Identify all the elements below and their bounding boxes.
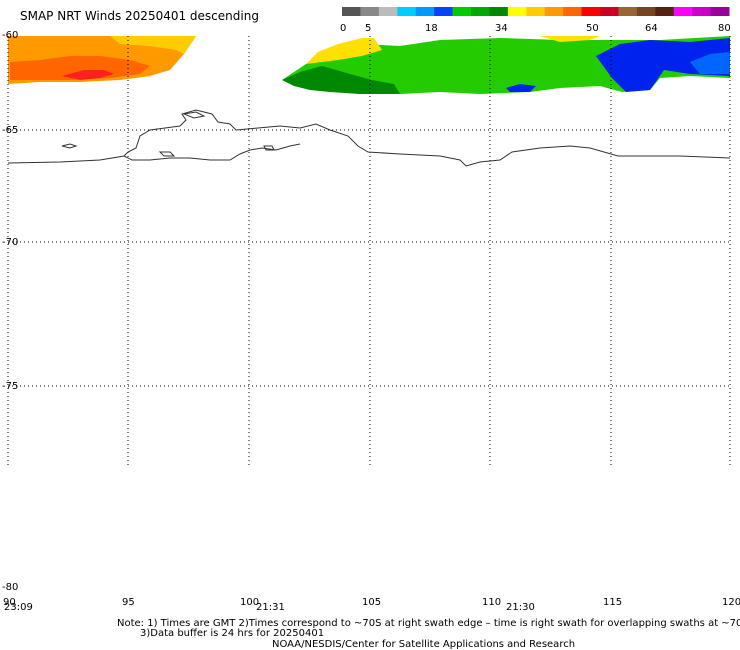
lon-label-95: 95 <box>122 597 135 608</box>
credit-line: NOAA/NESDIS/Center for Satellite Applica… <box>272 639 575 650</box>
colorbar-segment <box>618 7 638 16</box>
lat-label-75: -75 <box>2 381 18 392</box>
swath-left-lightorange <box>110 36 196 54</box>
colorbar-segment <box>655 7 675 16</box>
colorbar-label-64: 64 <box>645 23 658 34</box>
swath-time-labels: 23:09 21:31 21:30 <box>4 602 535 613</box>
colorbar-segment <box>526 7 546 16</box>
time-label-right: 21:30 <box>506 602 535 613</box>
lon-label-110: 110 <box>482 597 501 608</box>
colorbar-segment <box>471 7 490 16</box>
colorbar-segment <box>397 7 417 16</box>
colorbar-label-18: 18 <box>425 23 438 34</box>
colorbar-segment <box>378 7 398 16</box>
colorbar-segment <box>507 7 527 16</box>
colorbar-segment <box>434 7 454 16</box>
grid-lines <box>8 36 730 465</box>
island-b <box>158 151 176 157</box>
colorbar-label-0: 0 <box>340 23 346 34</box>
lat-label-70: -70 <box>2 237 18 248</box>
swath-left-redorange <box>10 56 150 80</box>
colorbar-segment <box>342 7 361 16</box>
longitude-labels: 90 95 100 105 110 115 120 <box>3 597 740 608</box>
map-title: SMAP NRT Winds 20250401 descending <box>20 9 259 23</box>
lat-label-80: -80 <box>2 582 18 593</box>
swath-right-yellow-tip <box>540 36 600 42</box>
note-line-1: Note: 1) Times are GMT 2)Times correspon… <box>117 618 740 629</box>
swath-right-bluepatch <box>506 84 536 92</box>
colorbar-label-50: 50 <box>586 23 599 34</box>
wind-speed-colorbar <box>342 7 730 16</box>
lat-label-65: -65 <box>2 125 18 136</box>
swath-right-blue <box>596 38 730 92</box>
swath-left-red <box>62 70 114 80</box>
time-label-mid: 21:31 <box>256 602 285 613</box>
colorbar-segment <box>581 7 601 16</box>
note-line-2: 3)Data buffer is 24 hrs for 20250401 <box>140 628 324 639</box>
colorbar-label-34: 34 <box>495 23 508 34</box>
coastline-main <box>7 109 731 167</box>
footnotes: Note: 1) Times are GMT 2)Times correspon… <box>117 618 740 650</box>
coastline-inner <box>123 143 301 161</box>
map-frame-edges <box>7 36 731 465</box>
colorbar-label-5: 5 <box>365 23 371 34</box>
colorbar-labels: 0 5 18 34 50 64 80 <box>340 23 731 34</box>
time-label-left: 23:09 <box>4 602 33 613</box>
colorbar-segment <box>489 7 509 16</box>
island-a <box>61 143 78 149</box>
lat-label-60: -60 <box>2 30 18 41</box>
colorbar-segment <box>673 7 693 16</box>
swath-right-darkgreen <box>282 66 400 94</box>
island-c <box>182 111 206 119</box>
colorbar-segment <box>360 7 380 16</box>
island-d <box>263 145 275 151</box>
colorbar-label-80: 80 <box>718 23 731 34</box>
colorbar-segment <box>710 7 730 16</box>
lon-label-100: 100 <box>240 597 259 608</box>
latitude-labels: -60 -65 -70 -75 -80 <box>2 30 18 593</box>
colorbar-segment <box>636 7 656 16</box>
lon-label-105: 105 <box>362 597 381 608</box>
colorbar-segment <box>415 7 435 16</box>
colorbar-segment <box>692 7 712 16</box>
lon-label-115: 115 <box>603 597 622 608</box>
swath-right-yellow <box>306 38 382 64</box>
colorbar-segment <box>544 7 564 16</box>
colorbar-segment <box>600 7 619 16</box>
swath-right-lightblue <box>690 52 730 74</box>
lon-label-90: 90 <box>3 597 16 608</box>
colorbar-segment <box>452 7 472 16</box>
wind-swaths <box>8 36 730 94</box>
antarctic-coastline <box>7 109 731 167</box>
lon-label-120: 120 <box>722 597 740 608</box>
colorbar-segment <box>563 7 583 16</box>
